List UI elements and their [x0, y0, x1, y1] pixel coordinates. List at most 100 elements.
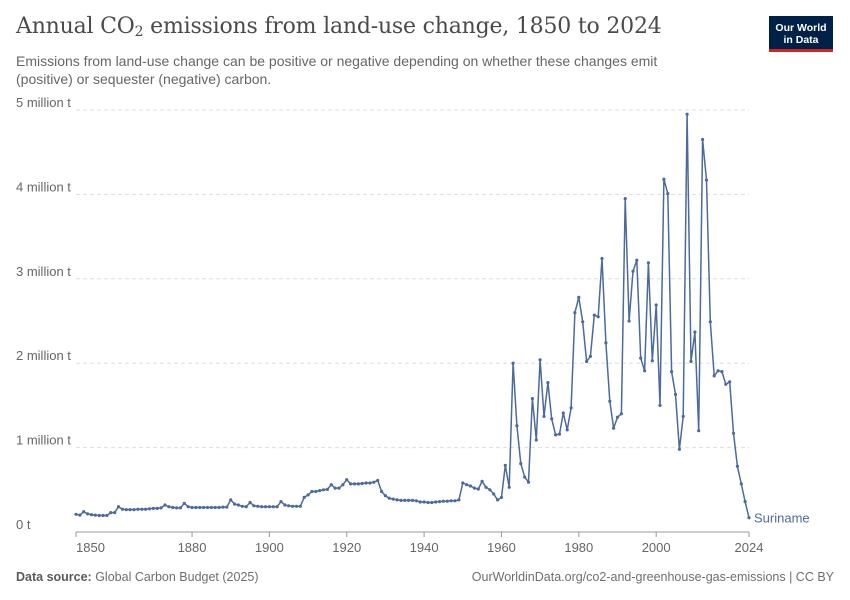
data-point: [445, 499, 449, 503]
data-point: [198, 505, 202, 510]
data-point: [78, 513, 82, 517]
data-point: [225, 505, 229, 509]
data-point: [461, 481, 465, 485]
data-point: [376, 478, 380, 483]
data-point: [86, 512, 90, 516]
data-point: [194, 505, 198, 510]
data-point: [360, 481, 364, 486]
data-point: [650, 359, 654, 363]
data-point: [314, 489, 318, 494]
data-point: [105, 513, 109, 518]
data-point: [128, 508, 132, 512]
data-point: [101, 513, 105, 518]
chart-subtitle: Emissions from land-use change can be po…: [16, 53, 658, 87]
data-point: [453, 499, 457, 503]
data-point: [743, 500, 747, 504]
logo-line-2: in Data: [783, 33, 819, 46]
data-point: [263, 505, 268, 509]
data-point: [724, 382, 728, 386]
data-point: [646, 261, 651, 265]
data-point: [155, 506, 159, 510]
owid-logo[interactable]: Our World in Data: [769, 16, 833, 52]
data-point: [395, 498, 399, 502]
data-point: [496, 498, 500, 502]
y-tick-label: 2 million t: [16, 348, 71, 363]
source-link[interactable]: OurWorldinData.org/co2-and-greenhouse-ga…: [471, 570, 834, 584]
data-point: [434, 500, 438, 504]
y-tick-label: 4 million t: [16, 179, 71, 194]
data-point: [271, 505, 275, 509]
data-point: [221, 505, 225, 509]
data-point: [279, 500, 283, 504]
y-tick-label: 0 t: [16, 517, 31, 532]
data-point: [240, 504, 244, 508]
x-tick-label: 1850: [76, 540, 105, 555]
data-point: [449, 499, 453, 503]
data-point: [252, 504, 256, 508]
series-label[interactable]: Suriname: [754, 511, 810, 526]
chart-title: Annual CO2 emissions from land-use chang…: [16, 14, 662, 40]
x-tick-label: 2000: [642, 540, 671, 555]
data-point: [720, 370, 724, 374]
data-point: [604, 341, 608, 345]
data-point: [349, 482, 353, 486]
data-point: [410, 498, 415, 502]
data-point: [519, 462, 523, 466]
data-point: [484, 485, 488, 489]
data-point: [530, 397, 535, 401]
data-point: [407, 498, 411, 502]
x-tick-label: 1920: [332, 540, 361, 555]
data-point: [472, 486, 476, 490]
data-point: [310, 489, 314, 494]
data-point: [639, 356, 643, 360]
data-point: [190, 505, 194, 510]
data-point: [275, 505, 279, 509]
data-point: [554, 433, 558, 437]
data-point: [167, 505, 171, 509]
data-point: [635, 258, 639, 262]
data-point: [565, 428, 569, 432]
data-point: [503, 463, 507, 467]
data-point: [627, 319, 631, 323]
data-point: [600, 256, 604, 261]
data-point: [465, 483, 469, 487]
data-point: [577, 295, 581, 299]
data-point: [697, 429, 701, 433]
data-point: [681, 414, 685, 418]
data-point: [561, 411, 565, 415]
data-point: [581, 320, 585, 324]
data-point: [418, 500, 422, 504]
data-point: [325, 487, 329, 491]
data-point: [248, 500, 252, 505]
data-point: [116, 505, 121, 509]
data-point: [457, 498, 461, 502]
data-point: [178, 506, 182, 510]
data-point: [403, 498, 407, 502]
x-tick-label: 1960: [487, 540, 516, 555]
series-line: [75, 113, 750, 518]
data-point: [523, 475, 527, 479]
data-point: [302, 495, 306, 499]
data-point: [673, 392, 678, 396]
data-point: [97, 513, 101, 518]
data-point: [557, 432, 562, 436]
data-point: [205, 505, 210, 510]
data-point: [147, 507, 152, 511]
data-point: [704, 178, 709, 182]
data-point: [631, 269, 635, 273]
data-point: [689, 359, 693, 364]
data-point: [182, 501, 186, 505]
data-point: [550, 417, 554, 421]
data-point: [306, 493, 310, 497]
data-point: [136, 507, 140, 511]
data-point: [426, 500, 430, 505]
data-point: [588, 354, 593, 358]
data-point: [414, 499, 418, 503]
data-point: [74, 512, 78, 516]
data-point: [654, 303, 658, 307]
logo-line-1: Our World: [775, 21, 827, 34]
data-point: [693, 330, 697, 334]
x-tick-label: 2024: [735, 540, 764, 555]
data-point: [658, 403, 662, 407]
data-point: [82, 510, 86, 514]
